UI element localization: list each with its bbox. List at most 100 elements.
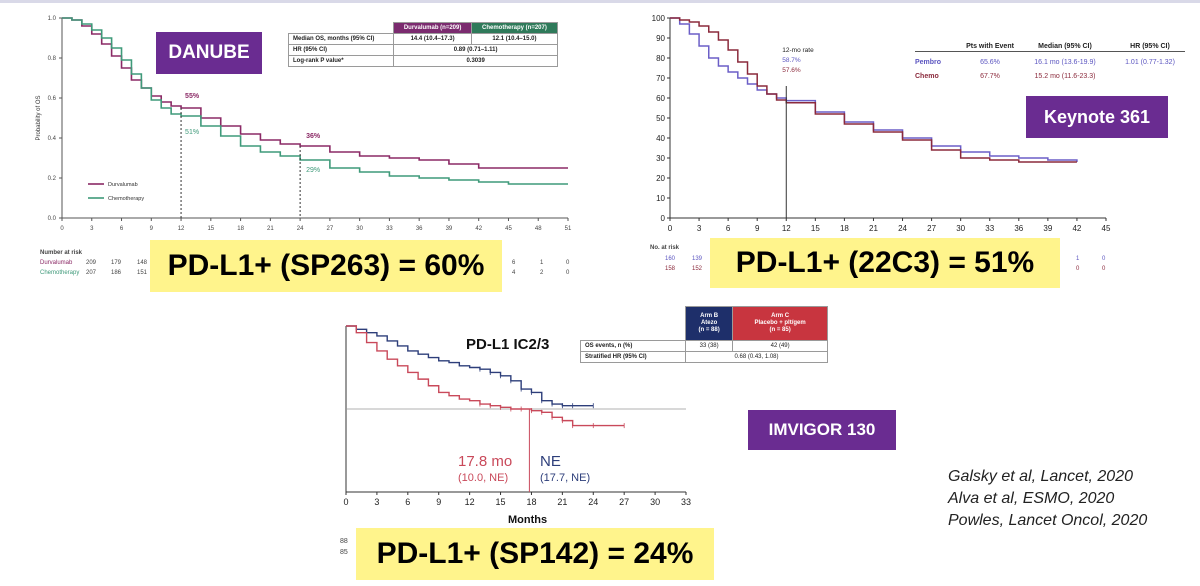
keynote-y-tick-label: 0 [661, 214, 666, 223]
danube-annotation: 51% [185, 129, 199, 136]
imvigor-table-corner [581, 307, 686, 341]
imvigor-median-armb-ci: (17.7, NE) [540, 472, 591, 484]
keynote-x-tick-label: 3 [697, 224, 702, 233]
danube-km-plot: 0.00.20.40.60.81.00 3 6 9 12 15 18 21 24 27 30 33 36… [36, 16, 572, 232]
keynote-x-tick-label: 45 [1102, 224, 1111, 233]
imvigor-table-cell: 33 (38) [684, 340, 734, 352]
imvigor-stats-table: Arm B Atezo (n = 88) Arm C Placebo + plt… [580, 306, 828, 363]
danube-legend-label: Durvalumab [108, 182, 138, 188]
keynote-y-tick-label: 80 [656, 54, 665, 63]
imvigor-armb-curve [346, 325, 594, 407]
keynote-table-cell: 65.6% [980, 58, 1000, 66]
imvigor-callout: PD-L1+ (SP142) = 24% [356, 528, 714, 580]
danube-label: DANUBE [156, 32, 262, 74]
keynote-rate-chemo: 57.6% [782, 67, 801, 74]
keynote-risk-value: 0 [1102, 256, 1106, 262]
imvigor-x-tick-label: 30 [650, 497, 660, 507]
danube-risk-value: 148 [137, 260, 148, 266]
keynote-label: Keynote 361 [1026, 96, 1168, 138]
keynote-risk-value: 158 [665, 266, 676, 272]
danube-annotation: 29% [306, 167, 320, 174]
imvigor-x-tick-label: 12 [465, 497, 475, 507]
keynote-table-header: HR (95% CI) [1130, 43, 1170, 50]
danube-risk-value: 186 [111, 270, 122, 276]
danube-risk-value: 0 [566, 270, 570, 276]
keynote-risk-value: 0 [1102, 266, 1106, 272]
reference-item: Powles, Lancet Oncol, 2020 [948, 512, 1148, 529]
keynote-x-tick-label: 0 [668, 224, 673, 233]
imvigor-armc-curve [346, 325, 625, 427]
danube-x-tick-label: 45 [505, 226, 512, 232]
danube-table-row-label: Log-rank P value* [287, 55, 395, 67]
danube-chemotherapy-curve [62, 17, 568, 185]
danube-y-tick-label: 1.0 [48, 16, 57, 22]
keynote-risk-value: 139 [692, 256, 703, 262]
keynote-y-tick-label: 30 [656, 154, 665, 163]
danube-y-tick-label: 0.2 [48, 176, 57, 182]
keynote-callout: PD-L1+ (22C3) = 51% [710, 238, 1060, 288]
danube-callout: PD-L1+ (SP263) = 60% [150, 240, 502, 292]
keynote-stats-table: Pts with Event Median (95% CI) HR (95% C… [915, 28, 1185, 83]
danube-y-tick-label: 0.8 [48, 56, 57, 62]
danube-annotation: 55% [185, 93, 200, 100]
imvigor-x-tick-label: 18 [526, 497, 536, 507]
imvigor-median-armc: 17.8 mo [458, 453, 513, 470]
imvigor-risk-value: 85 [340, 549, 348, 556]
keynote-arm-chemo: Chemo [915, 72, 939, 80]
danube-x-tick-label: 15 [207, 226, 214, 232]
keynote-y-tick-label: 50 [656, 114, 665, 123]
danube-risk-value: 151 [137, 270, 148, 276]
danube-x-tick-label: 33 [386, 226, 393, 232]
keynote-x-tick-label: 24 [898, 224, 907, 233]
danube-risk-value: 2 [540, 270, 544, 276]
keynote-table-rule [915, 51, 1185, 52]
danube-x-tick-label: 39 [446, 226, 453, 232]
danube-risk-name: Chemotherapy [40, 270, 80, 276]
keynote-x-tick-label: 42 [1072, 224, 1081, 233]
keynote-risk-value: 0 [1076, 266, 1080, 272]
danube-y-tick-label: 0.6 [48, 96, 57, 102]
danube-risk-value: 209 [86, 260, 97, 266]
imvigor-armc-line: (n = 85) [769, 327, 791, 333]
keynote-x-tick-label: 15 [811, 224, 820, 233]
keynote-x-tick-label: 12 [782, 224, 791, 233]
danube-risk-value: 1 [540, 260, 544, 266]
danube-x-tick-label: 3 [90, 226, 94, 232]
reference-item: Galsky et al, Lancet, 2020 [948, 468, 1133, 485]
danube-risk-value: 179 [111, 260, 122, 266]
keynote-x-tick-label: 27 [927, 224, 936, 233]
imvigor-table-row-label: Stratified HR (95% CI) [580, 351, 686, 363]
danube-legend-label: Chemotherapy [108, 196, 144, 202]
imvigor-armb-line: Atezo [700, 320, 718, 326]
keynote-x-tick-label: 36 [1014, 224, 1023, 233]
danube-x-tick-label: 0 [60, 226, 64, 232]
keynote-table-cell: 16.1 mo (13.6-19.9) [1034, 58, 1096, 66]
imvigor-x-tick-label: 0 [343, 497, 348, 507]
keynote-x-tick-label: 39 [1043, 224, 1052, 233]
danube-x-tick-label: 18 [237, 226, 244, 232]
top-rule [0, 0, 1200, 3]
imvigor-armc-line: Arm C [771, 313, 790, 319]
imvigor-subgroup-label: PD-L1 IC2/3 [466, 336, 550, 353]
danube-x-tick-label: 36 [416, 226, 423, 232]
danube-risk-value: 207 [86, 270, 97, 276]
imvigor-label: IMVIGOR 130 [748, 410, 896, 450]
keynote-y-tick-label: 70 [656, 74, 665, 83]
keynote-y-tick-label: 90 [656, 34, 665, 43]
imvigor-x-tick-label: 27 [619, 497, 629, 507]
keynote-y-tick-label: 20 [656, 174, 665, 183]
keynote-x-tick-label: 9 [755, 224, 760, 233]
keynote-table-hr: 1.01 (0.77-1.32) [1125, 58, 1175, 66]
keynote-table-cell: 67.7% [980, 72, 1000, 80]
danube-risk-title: Number at risk [40, 250, 83, 256]
keynote-rate-pembro: 58.7% [782, 57, 801, 64]
keynote-x-tick-label: 18 [840, 224, 849, 233]
imvigor-x-tick-label: 6 [405, 497, 410, 507]
imvigor-x-tick-label: 15 [496, 497, 506, 507]
danube-table-cell: 0.3039 [393, 55, 558, 67]
imvigor-xlabel: Months [508, 514, 548, 526]
danube-risk-name: Durvalumab [40, 260, 73, 266]
danube-ylabel: Probability of OS [36, 95, 42, 140]
